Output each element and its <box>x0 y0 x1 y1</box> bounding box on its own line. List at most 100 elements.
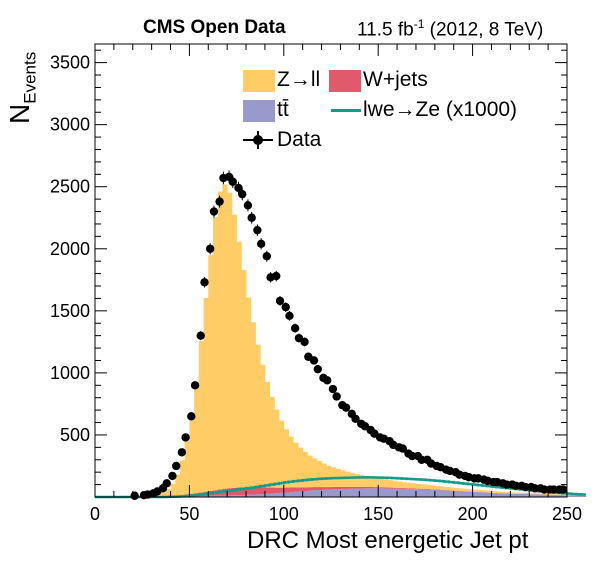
bar-zll-82 <box>519 492 525 494</box>
x-tick-label-50: 50 <box>179 504 199 524</box>
bar-zll-62 <box>425 484 431 489</box>
bar-wjets-59 <box>411 488 417 490</box>
bar-ttbar-86 <box>538 494 544 497</box>
bar-wjets-51 <box>373 487 379 489</box>
bar-wjets-42 <box>331 486 337 490</box>
bar-zll-30 <box>274 409 280 488</box>
data-point-44 <box>341 403 351 412</box>
bar-ttbar-34 <box>293 491 299 497</box>
bar-wjets-27 <box>260 487 266 495</box>
legend-swatch-zll <box>243 70 275 92</box>
bar-ttbar-85 <box>533 494 540 497</box>
x-tick-label-0: 0 <box>90 504 100 524</box>
legend-label-wjets: W+jets <box>363 68 428 91</box>
bar-wjets-43 <box>335 486 341 490</box>
bar-zll-90 <box>557 494 563 496</box>
bar-ttbar-62 <box>425 489 431 497</box>
bar-ttbar-54 <box>387 488 393 497</box>
bar-zll-19 <box>222 184 228 489</box>
bar-ttbar-26 <box>255 494 261 497</box>
bar-ttbar-43 <box>335 489 341 497</box>
bar-ttbar-48 <box>359 488 365 497</box>
bar-ttbar-21 <box>231 495 237 497</box>
bar-ttbar-44 <box>340 488 346 497</box>
bar-wjets-21 <box>231 487 237 496</box>
data-point-25 <box>253 225 262 235</box>
bar-zll-80 <box>510 492 516 494</box>
data-point-32 <box>285 311 294 320</box>
bar-zll-48 <box>359 475 365 487</box>
bar-zll-15 <box>203 298 209 492</box>
bar-zll-33 <box>288 436 294 488</box>
bar-wjets-32 <box>283 487 289 493</box>
bar-zll-8 <box>170 483 176 497</box>
data-point-20 <box>228 177 238 186</box>
data-point-22 <box>238 189 247 199</box>
bar-wjets-56 <box>397 487 403 489</box>
bar-zll-38 <box>312 458 318 488</box>
bar-wjets-29 <box>269 487 275 494</box>
lumi-value: 11.5 fb <box>357 19 414 41</box>
bar-wjets-22 <box>236 487 242 496</box>
data-point-41 <box>328 384 338 394</box>
data-point-42 <box>332 392 341 401</box>
bar-zll-45 <box>345 471 351 487</box>
bar-ttbar-30 <box>274 493 280 497</box>
bar-ttbar-76 <box>491 493 497 497</box>
bar-zll-72 <box>472 489 478 492</box>
bar-ttbar-28 <box>264 493 271 497</box>
bar-zll-9 <box>175 474 181 496</box>
bar-wjets-49 <box>364 486 370 489</box>
data-point-14 <box>200 278 209 287</box>
bar-zll-71 <box>467 489 473 492</box>
bar-ttbar-84 <box>529 494 535 497</box>
y-tick-label-3000: 3000 <box>50 115 90 135</box>
bar-zll-14 <box>198 340 204 493</box>
bar-zll-24 <box>246 297 252 488</box>
bar-zll-32 <box>283 429 289 488</box>
x-tick-label-200: 200 <box>458 504 488 524</box>
bar-zll-75 <box>486 490 492 493</box>
bar-zll-74 <box>482 490 488 493</box>
bar-zll-86 <box>538 493 544 495</box>
bar-zll-79 <box>505 492 511 494</box>
lumi-rest: (2012, 8 TeV) <box>424 19 544 41</box>
data-point-10 <box>181 433 190 442</box>
bar-zll-58 <box>406 482 412 489</box>
bar-ttbar-58 <box>406 489 412 497</box>
bar-zll-66 <box>444 486 450 491</box>
bar-zll-40 <box>321 463 327 488</box>
data-point-11 <box>187 412 196 421</box>
bar-zll-54 <box>387 480 393 488</box>
bar-ttbar-72 <box>472 492 478 497</box>
bar-ttbar-79 <box>505 493 511 497</box>
x-axis-label: DRC Most energetic Jet pt <box>247 527 529 554</box>
legend-label-ttbar: tt̄ <box>277 98 289 121</box>
bar-ttbar-74 <box>482 492 488 497</box>
data-point-21 <box>234 183 243 193</box>
bar-zll-39 <box>316 461 322 488</box>
bar-ttbar-67 <box>449 490 455 497</box>
bar-ttbar-46 <box>349 488 355 497</box>
y-tick-label-1500: 1500 <box>50 301 90 321</box>
bar-ttbar-68 <box>453 491 459 497</box>
data-point-56 <box>398 444 407 453</box>
bar-ttbar-36 <box>302 491 308 497</box>
bar-zll-60 <box>415 483 422 489</box>
bar-zll-41 <box>326 465 332 488</box>
x-tick-label-100: 100 <box>269 504 299 524</box>
bar-zll-59 <box>411 483 417 489</box>
bar-wjets-23 <box>241 487 247 496</box>
data-point-29 <box>272 271 281 281</box>
bar-zll-26 <box>255 344 261 488</box>
bar-zll-11 <box>184 441 190 495</box>
bar-ttbar-42 <box>331 489 337 497</box>
bar-zll-69 <box>458 488 464 491</box>
bar-wjets-28 <box>264 487 271 494</box>
bar-wjets-46 <box>349 486 355 489</box>
data-point-26 <box>256 239 266 249</box>
data-point-12 <box>190 381 200 390</box>
bar-zll-5 <box>156 494 162 497</box>
bar-zll-63 <box>430 485 436 490</box>
